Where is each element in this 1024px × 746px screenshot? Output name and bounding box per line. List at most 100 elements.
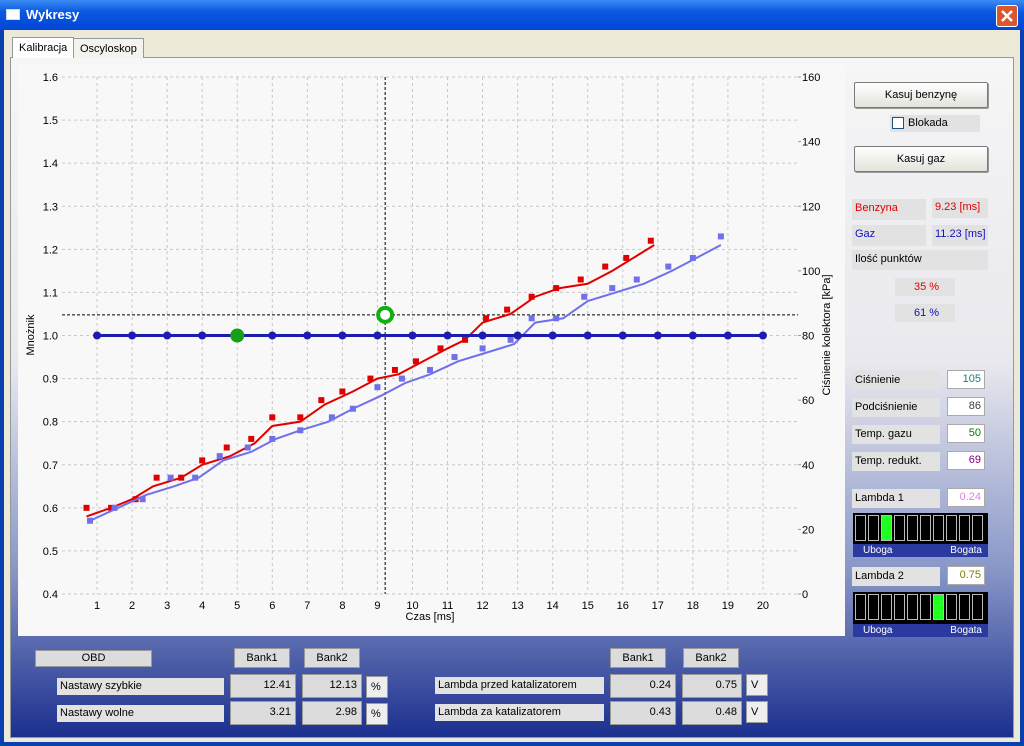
marker	[583, 331, 592, 340]
marker	[374, 384, 381, 391]
x-tick-label: 3	[164, 600, 170, 612]
value: 9.23 [ms]	[932, 198, 988, 218]
y-tick-label: 0.6	[43, 503, 58, 515]
gauge-scale: Uboga Bogata	[853, 624, 988, 637]
marker	[717, 233, 724, 240]
checkbox-label[interactable]: Blokada	[890, 115, 980, 132]
series-line	[86, 244, 655, 518]
x-tick-label: 4	[199, 600, 205, 612]
column-header: Bank2	[304, 648, 360, 668]
marker	[553, 285, 560, 292]
close-button[interactable]	[996, 5, 1018, 27]
x-tick-label: 9	[374, 600, 380, 612]
label: Temp. redukt.	[852, 452, 940, 471]
x-tick-label: 6	[269, 600, 275, 612]
obd-title: OBD	[35, 650, 152, 667]
x-tick-label: 11	[442, 600, 453, 612]
marker	[338, 331, 347, 340]
y2-tick-label: 80	[802, 331, 814, 343]
x-tick-label: 5	[234, 600, 240, 612]
marker	[443, 331, 452, 340]
y2-tick-label: 120	[802, 201, 820, 213]
x-tick-label: 16	[617, 600, 629, 612]
y-tick-label: 1.1	[43, 287, 58, 299]
marker	[139, 496, 146, 503]
y2-tick-label: 140	[802, 137, 820, 149]
gauge-scale: Uboga Bogata	[853, 544, 988, 557]
unit: V	[746, 701, 768, 723]
marker	[602, 263, 609, 270]
marker	[268, 331, 277, 340]
value: 12.13	[302, 674, 362, 698]
scale-label: Uboga	[863, 625, 893, 636]
marker	[367, 375, 374, 382]
value: 0.24	[947, 488, 985, 507]
label: Lambda 2	[852, 567, 940, 586]
x-tick-label: 8	[339, 600, 345, 612]
scale-label: Bogata	[950, 545, 982, 556]
marker	[223, 444, 230, 451]
marker	[665, 263, 672, 270]
y2-tick-label: 40	[802, 460, 814, 472]
gauge-cell	[959, 594, 970, 620]
label: Ilość punktów	[852, 250, 988, 270]
y2-tick-label: 20	[802, 524, 814, 536]
row-label: Nastawy wolne	[57, 705, 224, 722]
marker	[297, 414, 304, 421]
y-tick-label: 0.7	[43, 460, 58, 472]
x-tick-label: 7	[304, 600, 310, 612]
gauge-cell	[894, 515, 905, 541]
y-tick-label: 0.8	[43, 417, 58, 429]
x-axis-label: Czas [ms]	[406, 611, 455, 623]
gauge-cell	[959, 515, 970, 541]
marker	[427, 366, 433, 373]
y2-axis-label: Ciśnienie kolektora [kPa]	[821, 274, 833, 395]
marker	[398, 375, 405, 382]
marker	[633, 276, 640, 283]
marker	[623, 254, 630, 261]
checkbox[interactable]	[892, 117, 904, 129]
x-tick-label: 13	[511, 600, 523, 612]
x-tick-label: 14	[547, 600, 559, 612]
marker	[647, 237, 654, 244]
marker	[128, 331, 137, 340]
marker	[269, 414, 276, 421]
marker	[408, 331, 417, 340]
marker	[553, 315, 560, 322]
marker	[577, 276, 584, 283]
button[interactable]: Kasuj benzynę	[854, 82, 988, 108]
tab-kalibracja[interactable]: Kalibracja	[12, 37, 75, 58]
marker	[391, 366, 398, 373]
marker	[339, 388, 346, 395]
marker	[723, 331, 732, 340]
gauge-cell	[881, 594, 892, 620]
gauge-cell	[946, 515, 957, 541]
chart: Czas [ms] Mnożnik Ciśnienie kolektora [k…	[18, 65, 845, 636]
marker	[528, 293, 535, 300]
marker	[758, 331, 767, 340]
window-title: Wykresy	[26, 7, 80, 22]
y2-tick-label: 100	[802, 266, 820, 278]
label: Benzyna	[852, 199, 926, 220]
value: 105	[947, 370, 985, 389]
value: 0.24	[610, 674, 676, 698]
scale-label: Bogata	[950, 625, 982, 636]
marker	[167, 474, 174, 481]
label: Temp. gazu	[852, 425, 940, 444]
gauge-cell	[933, 515, 944, 541]
unit: %	[366, 703, 388, 725]
marker	[83, 504, 90, 511]
value: 69	[947, 451, 985, 470]
series-line	[89, 244, 722, 522]
button[interactable]: Kasuj gaz	[854, 146, 988, 172]
label: Ciśnienie	[852, 371, 940, 390]
value: 0.75	[682, 674, 742, 698]
marker	[230, 328, 245, 343]
tab-oscyloskop[interactable]: Oscyloskop	[73, 38, 144, 58]
marker	[504, 306, 511, 313]
marker	[609, 285, 616, 292]
value: 50	[947, 424, 985, 443]
x-tick-label: 2	[129, 600, 135, 612]
marker	[328, 414, 335, 421]
